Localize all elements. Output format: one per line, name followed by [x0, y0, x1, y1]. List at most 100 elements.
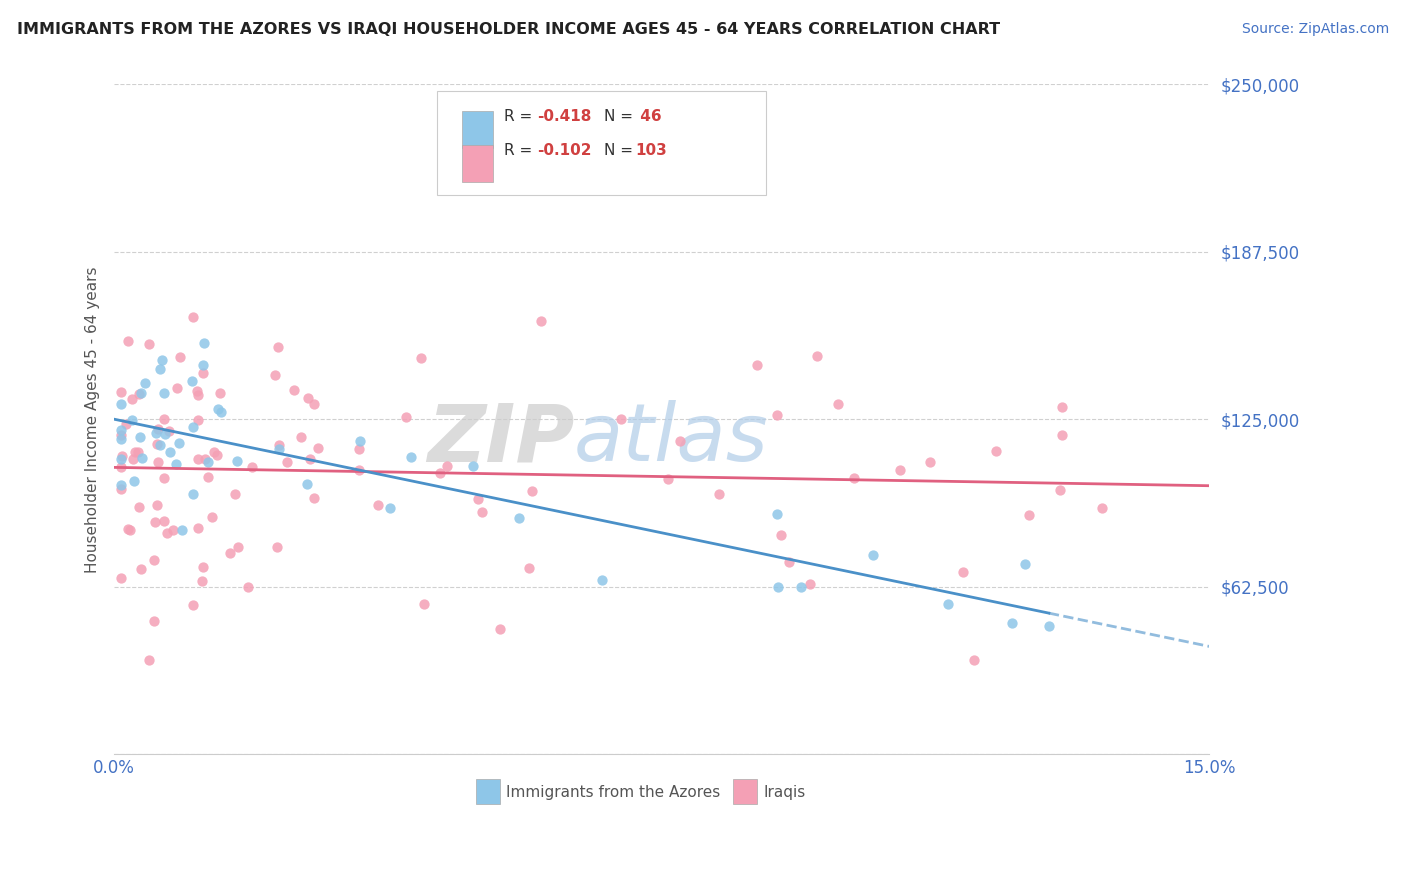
Point [129, 385, 152, 400]
Point [411, 351, 433, 365]
Point [297, 391, 319, 405]
Point [790, 580, 813, 594]
Point [110, 571, 132, 585]
Point [1014, 557, 1036, 571]
Point [122, 474, 145, 488]
Point [148, 455, 170, 469]
Point [304, 397, 326, 411]
Point [1091, 500, 1114, 515]
Point [889, 463, 911, 477]
Point [429, 466, 451, 480]
FancyBboxPatch shape [463, 145, 494, 182]
Point [522, 484, 544, 499]
Point [150, 353, 173, 368]
Point [187, 388, 209, 402]
Point [121, 412, 143, 426]
Point [110, 482, 132, 496]
FancyBboxPatch shape [475, 779, 499, 805]
Point [167, 436, 190, 450]
Point [187, 521, 209, 535]
Point [827, 397, 849, 411]
Point [307, 442, 329, 456]
Point [378, 500, 401, 515]
Point [209, 386, 232, 401]
Point [657, 472, 679, 486]
Point [111, 449, 134, 463]
Point [669, 434, 692, 448]
Point [936, 597, 959, 611]
Point [219, 546, 242, 560]
Point [963, 653, 986, 667]
Point [283, 383, 305, 397]
Point [508, 511, 530, 525]
Point [180, 374, 202, 388]
Point [207, 401, 229, 416]
Point [131, 450, 153, 465]
Text: 103: 103 [636, 144, 668, 159]
Point [349, 434, 371, 448]
Point [766, 508, 789, 522]
Point [191, 366, 214, 380]
Point [169, 350, 191, 364]
Point [153, 386, 176, 401]
Point [202, 445, 225, 459]
Point [194, 452, 217, 467]
Point [118, 523, 141, 537]
Text: N =: N = [603, 109, 637, 124]
Point [191, 559, 214, 574]
Point [181, 487, 204, 501]
Point [110, 385, 132, 400]
Point [770, 528, 793, 542]
Point [209, 405, 232, 419]
Point [1049, 483, 1071, 497]
Point [806, 349, 828, 363]
Point [1052, 400, 1074, 414]
FancyBboxPatch shape [437, 91, 766, 195]
Text: 46: 46 [636, 109, 662, 124]
Text: Source: ZipAtlas.com: Source: ZipAtlas.com [1241, 22, 1389, 37]
Point [131, 562, 153, 576]
Point [436, 458, 458, 473]
Point [143, 516, 166, 530]
Point [347, 442, 370, 456]
Point [138, 337, 160, 351]
Point [197, 469, 219, 483]
Point [467, 492, 489, 507]
Point [110, 432, 132, 446]
Point [134, 376, 156, 390]
Text: -0.102: -0.102 [537, 144, 592, 159]
Point [778, 555, 800, 569]
Point [290, 430, 312, 444]
Point [304, 491, 326, 505]
Point [461, 458, 484, 473]
Point [128, 387, 150, 401]
Point [264, 368, 287, 382]
Point [153, 426, 176, 441]
Point [399, 450, 422, 464]
Point [1018, 508, 1040, 522]
Point [138, 653, 160, 667]
Point [530, 314, 553, 328]
Point [226, 541, 249, 555]
Point [193, 335, 215, 350]
Point [707, 487, 730, 501]
Point [799, 577, 821, 591]
Point [122, 452, 145, 467]
Point [143, 614, 166, 628]
Point [110, 459, 132, 474]
Point [918, 454, 941, 468]
Point [146, 499, 169, 513]
Point [124, 445, 146, 459]
Point [181, 599, 204, 613]
Point [146, 437, 169, 451]
Point [349, 462, 371, 476]
Point [145, 426, 167, 441]
Text: -0.418: -0.418 [537, 109, 592, 124]
Point [225, 454, 247, 468]
Point [394, 409, 416, 424]
Point [162, 523, 184, 537]
Point [197, 455, 219, 469]
Point [117, 334, 139, 348]
Point [952, 566, 974, 580]
Point [127, 444, 149, 458]
